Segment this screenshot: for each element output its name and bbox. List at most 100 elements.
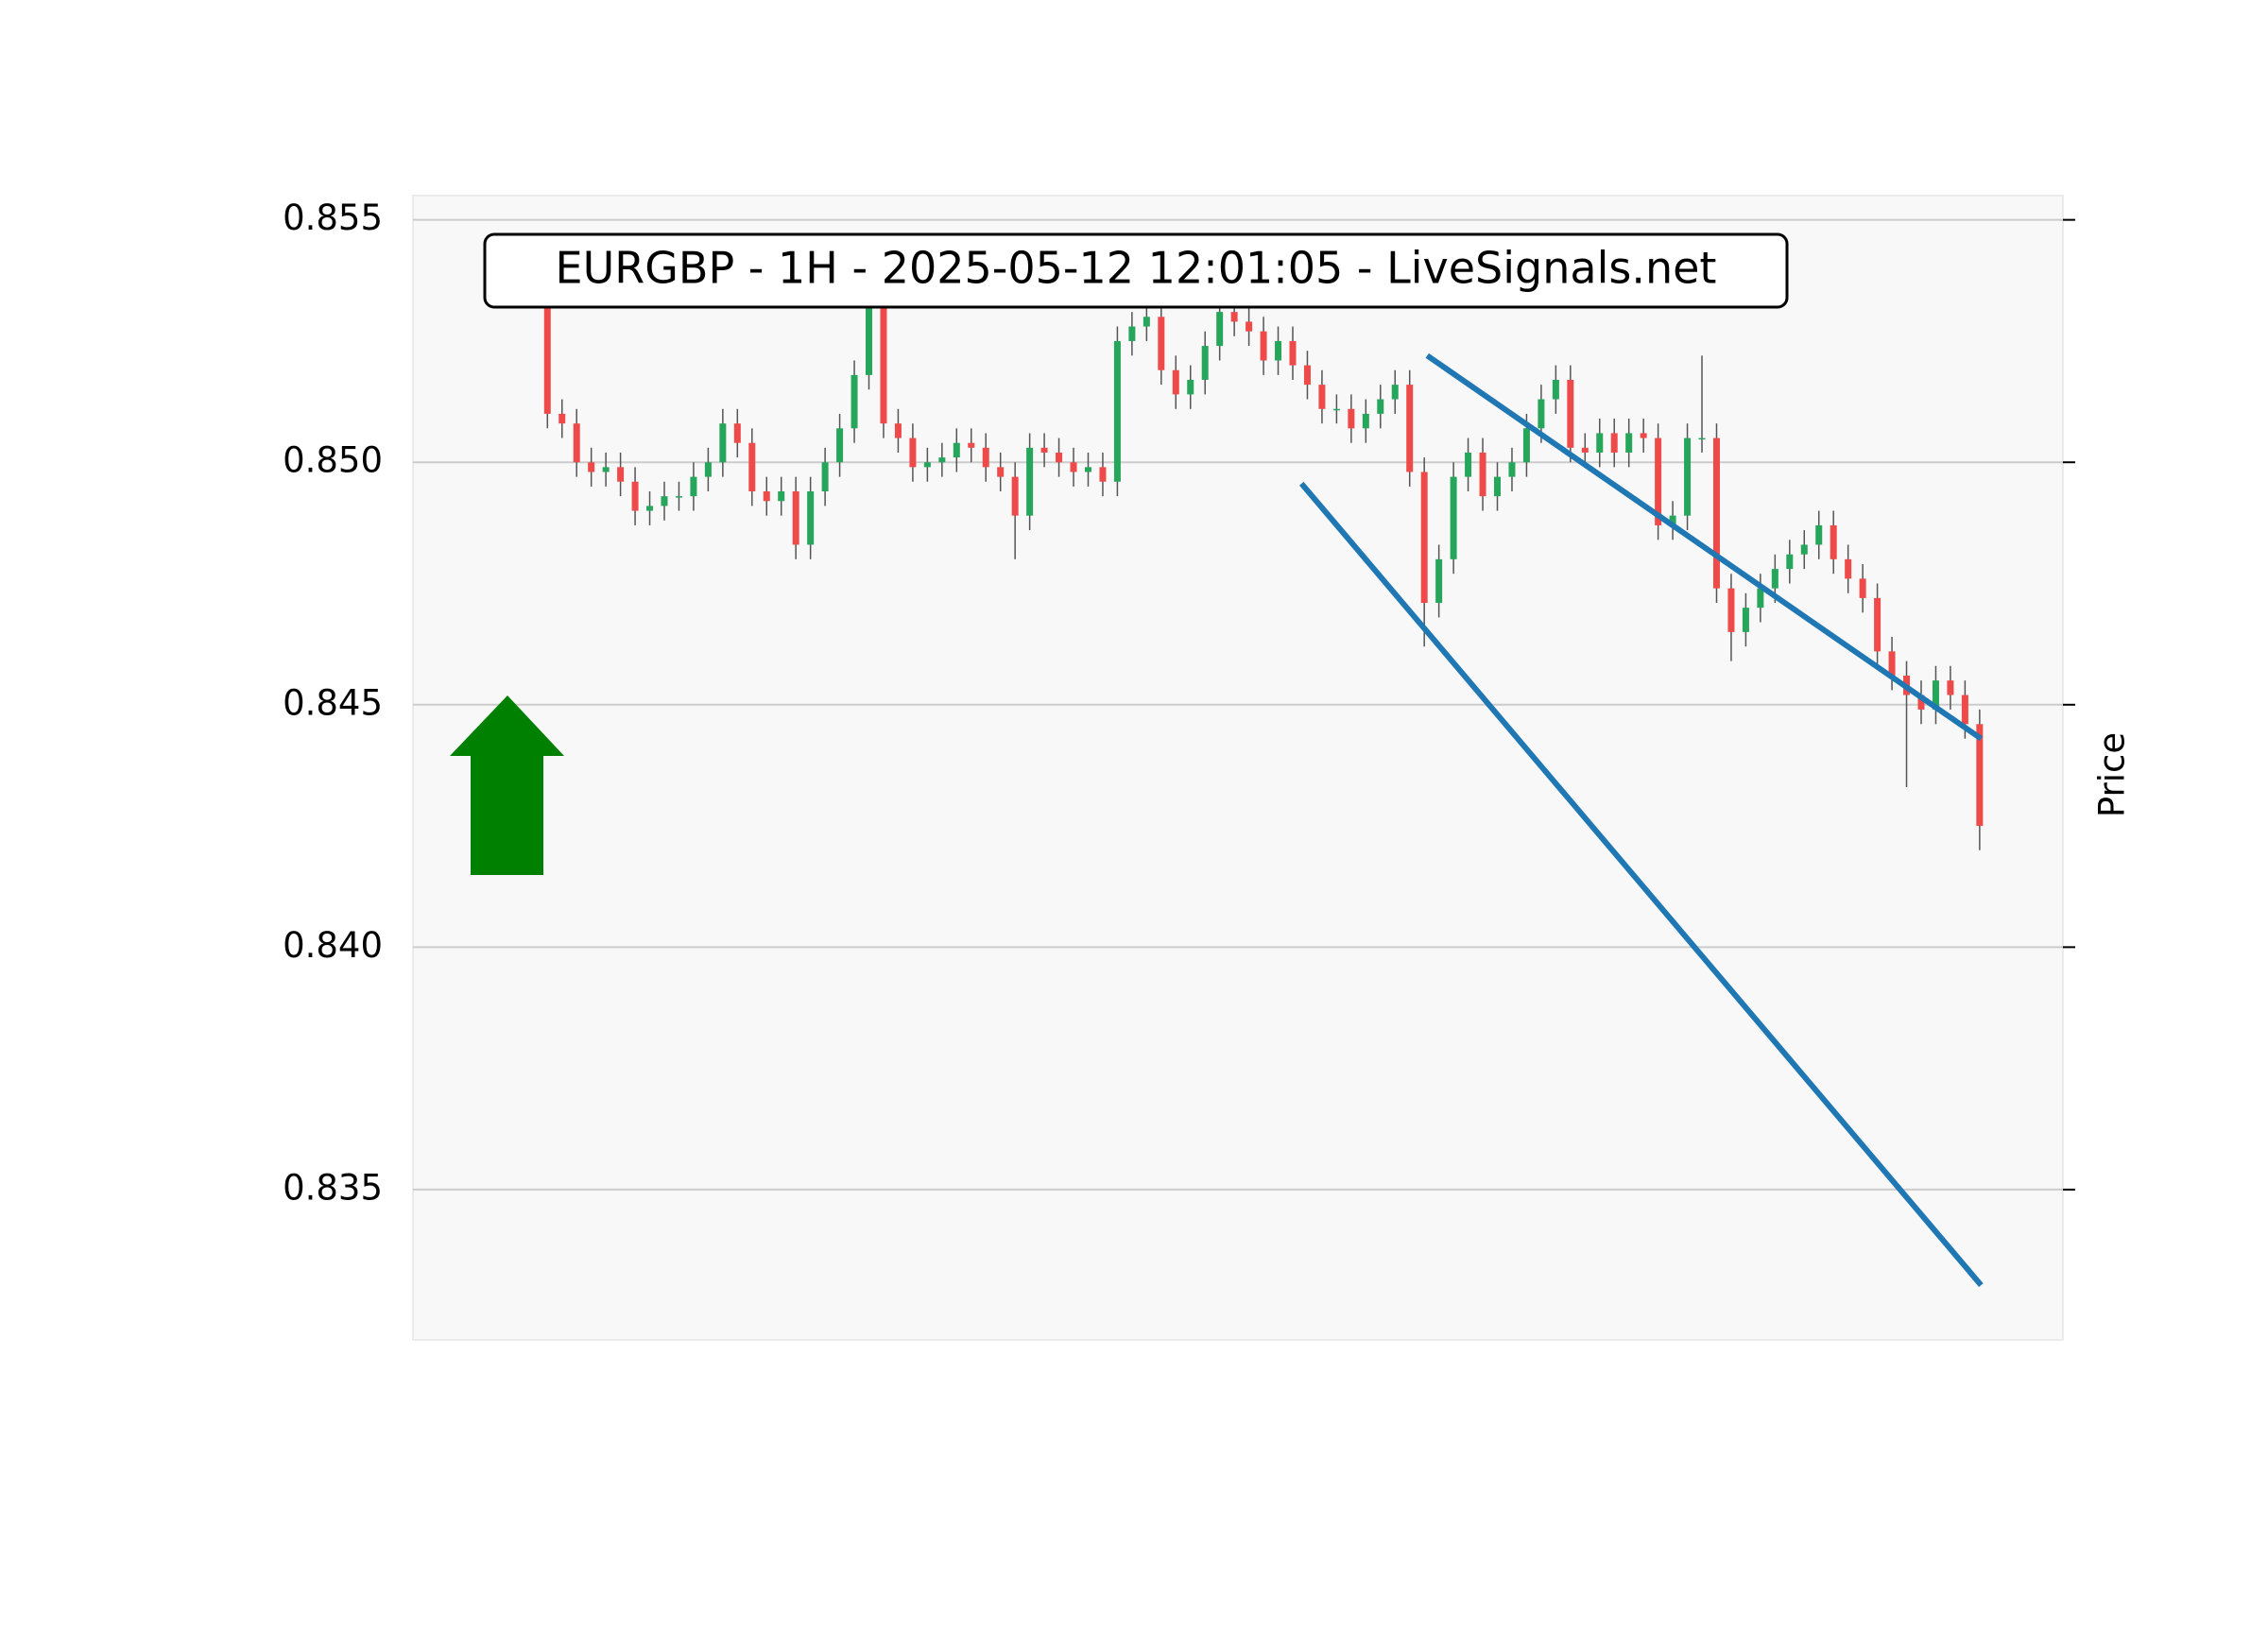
trend-line (1425, 352, 1984, 742)
candle-body (1800, 544, 1808, 555)
trend-line (1298, 481, 1984, 1287)
candle-body (1465, 452, 1472, 477)
candle-body (1727, 588, 1735, 632)
plot-area (412, 195, 2064, 1341)
candle-body (1522, 428, 1530, 463)
candle-body (778, 491, 785, 502)
candle-body (1026, 447, 1034, 516)
candle-body (1640, 433, 1647, 438)
candle-body (661, 496, 668, 506)
candle-body (1508, 462, 1516, 477)
candle-body (1201, 346, 1209, 380)
candle-body (543, 287, 551, 414)
candle-body (1260, 331, 1267, 361)
title-box (483, 232, 1789, 309)
signal-arrow (450, 695, 564, 875)
candle-body (1976, 724, 1984, 827)
candle-body (631, 481, 639, 511)
candle-body (1479, 452, 1486, 497)
candle-body (1712, 438, 1720, 589)
candle-body (1450, 476, 1457, 559)
candle-body (1669, 515, 1676, 525)
candle-body (1303, 365, 1311, 386)
candle-body (1172, 369, 1179, 395)
candle-body (866, 307, 873, 375)
candle-body (1332, 408, 1340, 411)
candle-body (1011, 476, 1019, 516)
candle-body (617, 467, 625, 482)
candle-body (719, 423, 727, 463)
candle-body (558, 413, 566, 424)
candle-body (1435, 558, 1443, 604)
candle-body (1567, 379, 1574, 448)
candle-body (1216, 312, 1224, 347)
candle-body (1230, 312, 1238, 322)
candle-body (1859, 578, 1866, 598)
candle-body (1143, 317, 1150, 327)
candle-body (836, 428, 844, 463)
candle-body (1845, 558, 1852, 579)
candle-body (1070, 462, 1077, 472)
candle-body (1932, 680, 1939, 710)
candle-body (1538, 399, 1545, 429)
candle-body (1318, 385, 1326, 409)
candle-body (850, 374, 858, 429)
candle-body (997, 467, 1005, 477)
candle-body (573, 423, 580, 463)
candle-body (1377, 399, 1384, 414)
candle-body (1494, 476, 1502, 497)
candle-body (938, 457, 946, 463)
candle-body (1275, 340, 1282, 361)
y-axis-label: Price (2092, 732, 2133, 817)
candle-body (1610, 433, 1618, 453)
candle-body (1246, 321, 1253, 332)
trend-lines (1298, 352, 1984, 1287)
candle-body (1596, 433, 1604, 453)
candles (529, 253, 1984, 850)
y-tick-label: 0.840 (283, 925, 383, 966)
candle-body (1815, 524, 1823, 545)
candle-body (1655, 438, 1662, 525)
candle-body (821, 462, 829, 492)
candle-body (1099, 467, 1107, 482)
candle-body (880, 307, 887, 424)
y-tick-label: 0.855 (283, 197, 383, 238)
candle-body (733, 423, 741, 443)
candle-body (1757, 588, 1764, 609)
candle-body (704, 462, 712, 477)
y-tick-label: 0.835 (283, 1167, 383, 1208)
candle-body (1391, 385, 1399, 400)
candle-body (1158, 317, 1165, 370)
candle-body (1698, 438, 1706, 440)
candle-body (1056, 452, 1063, 463)
candle-body (894, 423, 902, 438)
candle-body (1581, 447, 1589, 453)
candle-body (807, 491, 815, 545)
candle-body (1187, 379, 1194, 395)
candle-body (646, 506, 654, 511)
candle-body (1947, 680, 1954, 695)
candle-body (763, 491, 770, 502)
candle-body (909, 438, 917, 468)
candle-body (1420, 472, 1428, 604)
candle-body (1888, 651, 1896, 677)
candle-body (1289, 340, 1297, 366)
candle-body (748, 442, 756, 492)
candle-body (1742, 608, 1749, 632)
grid: 0.835 0.840 0.845 0.850 0.855 (283, 197, 2075, 1208)
candle-body (1406, 385, 1414, 472)
candle-body (602, 467, 610, 472)
candle-body (1874, 597, 1881, 652)
candle-body (1348, 408, 1355, 429)
y-tick-label: 0.845 (283, 682, 383, 723)
candle-body (923, 462, 931, 468)
candle-body (675, 496, 682, 498)
candle-body (1362, 413, 1369, 429)
candle-body (1552, 379, 1559, 400)
candle-body (1128, 326, 1136, 341)
candle-body (1113, 340, 1121, 482)
candle-body (1684, 438, 1692, 516)
candle-body (1084, 467, 1091, 472)
